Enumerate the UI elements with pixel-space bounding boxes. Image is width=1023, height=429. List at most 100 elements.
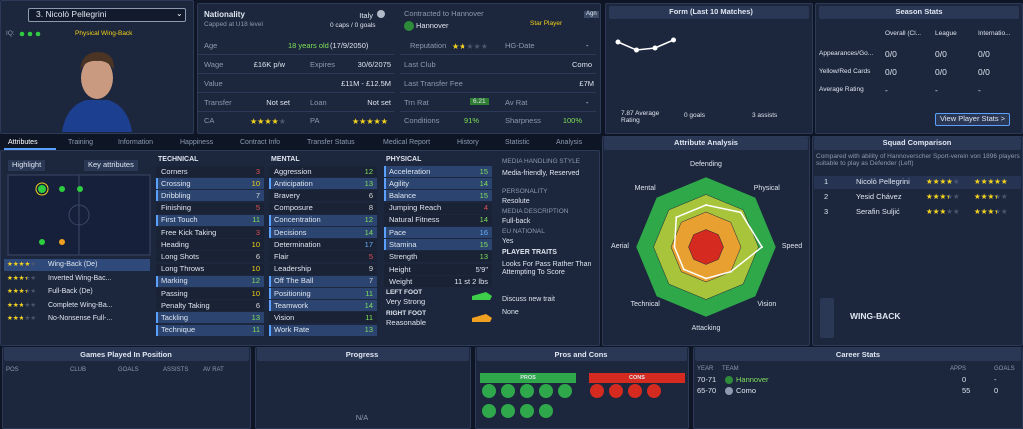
key-attributes-button[interactable]: Key attributes (84, 160, 138, 171)
panel-header (4, 348, 249, 361)
attribute-row (269, 178, 377, 190)
profile-hg: - (586, 41, 589, 50)
attribute-name: Weight (389, 276, 413, 286)
form-goals: 0 goals (684, 112, 705, 119)
profile-sharpness-label: Sharpness (505, 116, 541, 125)
cons-bar (589, 373, 685, 383)
attribute-group-title: PHYSICAL (386, 156, 422, 163)
pro-icon (539, 404, 553, 418)
profile-ca-label: CA (204, 116, 215, 125)
squad-note: Compared with ability of Hannoverscher S… (816, 153, 1020, 168)
attribute-name: Corners (161, 166, 188, 176)
tab[interactable]: Happiness (180, 139, 214, 146)
squad-rank: 3 (824, 207, 829, 216)
attribute-name: Finishing (161, 203, 192, 213)
form-line (617, 39, 674, 51)
position-dot (39, 239, 45, 245)
attribute-value: 10 (251, 239, 260, 249)
star-rating: ★★★★★★★★★★ (352, 117, 392, 127)
attribute-value: 3 (255, 227, 260, 237)
tab[interactable]: Transfer Status (307, 139, 355, 146)
tab[interactable]: History (457, 139, 479, 146)
season-cell: 0/0 (978, 49, 990, 59)
season-column: Overall (Cl... (885, 30, 922, 37)
row-divider (400, 92, 596, 93)
attribute-name: Height (389, 264, 411, 274)
season-cell: Appearances/Go... (819, 50, 874, 57)
star-fill: ★★★★★ (926, 208, 945, 216)
career-cell: Como (736, 386, 757, 395)
panel-header (604, 137, 808, 150)
position-dot (77, 186, 83, 192)
tab[interactable]: Contract Info (240, 139, 281, 146)
attribute-value: 6 (368, 190, 373, 200)
attribute-name: Balance (389, 190, 417, 200)
pitch-circle (68, 204, 90, 226)
profile-pa-label: PA (310, 116, 320, 125)
tab[interactable]: Training (68, 139, 94, 146)
career-cell: - (994, 375, 997, 384)
attribute-row (156, 263, 264, 275)
form-title: Form (Last 10 Matches) (669, 7, 753, 16)
form-point (615, 39, 621, 45)
media-label: PERSONALITY (502, 188, 548, 195)
season-cell: 0/0 (885, 67, 897, 77)
attribute-group-title: MENTAL (271, 156, 300, 163)
attribute-row (384, 190, 492, 202)
tab[interactable]: Attributes (8, 139, 38, 146)
radar-axis-label: Aerial (611, 243, 629, 250)
attribute-name: Heading (161, 239, 189, 249)
row-divider (198, 92, 394, 93)
discuss-trait[interactable]: Discuss new trait (502, 296, 555, 303)
name-box (28, 8, 186, 22)
radar-vertex (705, 204, 707, 206)
profile-status: Star Player (530, 20, 563, 27)
star-rating: ★★★★★★★★★★ (974, 207, 1012, 218)
attribute-row (384, 178, 492, 190)
media-value: Resolute (502, 198, 530, 205)
squad-name: Nicolò Pellegrini (856, 177, 910, 186)
view-stats-button[interactable]: View Player Stats > (935, 113, 1011, 126)
boot-right (472, 314, 492, 322)
profile-wage-label: Wage (204, 60, 224, 69)
attribute-value: 12 (251, 276, 260, 286)
games-column: GOALS (118, 367, 139, 373)
season-cell: Yellow/Red Cards (819, 68, 871, 75)
tab[interactable]: Information (118, 139, 154, 146)
attribute-name: Strength (389, 251, 418, 261)
attribute-value: 16 (479, 227, 488, 237)
attribute-value: 9 (368, 264, 373, 274)
tab[interactable]: Analysis (556, 139, 583, 146)
attribute-value: 3 (255, 166, 260, 176)
attribute-name: Aggression (274, 166, 312, 176)
panel-header (819, 6, 1019, 19)
foot-label: RIGHT FOOT (386, 310, 427, 317)
row-divider (198, 111, 394, 112)
star-fill: ★★★★★ (974, 193, 997, 201)
iq-label: IQ: (6, 30, 15, 37)
attribute-row (269, 288, 377, 299)
attribute-name: Flair (274, 251, 289, 261)
profile-hg-label: HG-Date (505, 41, 535, 50)
trait-none: None (502, 309, 519, 316)
season-cell: 0/0 (935, 49, 947, 59)
tab[interactable]: Statistic (505, 139, 530, 146)
panel (605, 3, 813, 134)
attribute-row (156, 214, 264, 226)
star-rating: ★★★★★★★★★★ (250, 117, 290, 127)
attribute-row (156, 166, 264, 177)
radar-vertex (673, 246, 676, 248)
radar-axis-label: Defending (690, 161, 722, 168)
tab[interactable]: Medical Report (383, 139, 431, 146)
games-title: Games Played In Position (80, 350, 172, 359)
star-fill: ★★★★★ (974, 208, 997, 216)
attribute-name: Anticipation (274, 178, 313, 188)
profile-expires-label: Expires (310, 60, 336, 69)
squad-name: Serafin Suljić (856, 207, 900, 216)
foot-label: LEFT FOOT (386, 289, 423, 296)
attribute-name: Technique (161, 325, 196, 335)
highlight-button[interactable]: Highlight (8, 160, 46, 171)
squad-rank: 2 (824, 192, 829, 201)
attribute-value: 11 (252, 215, 260, 225)
attribute-row (156, 275, 264, 287)
